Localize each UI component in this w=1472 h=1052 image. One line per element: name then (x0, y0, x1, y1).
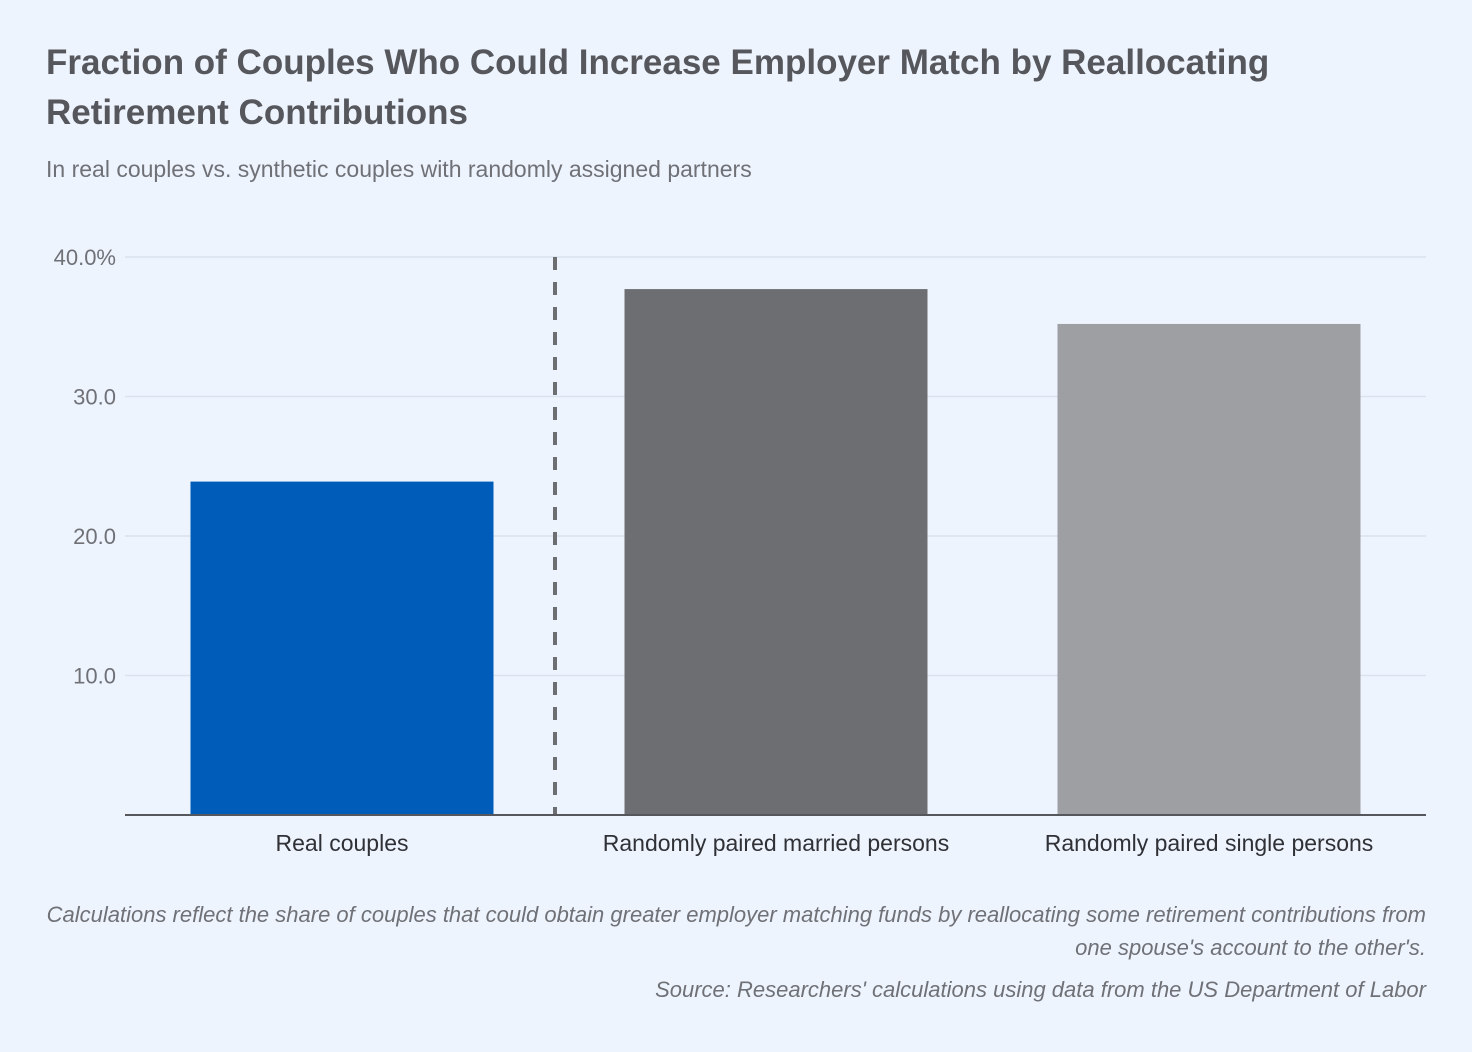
y-tick-label: 40.0% (54, 245, 116, 270)
bar-chart: 10.0 20.0 30.0 40.0% Real couples Randomly pa… (54, 245, 1426, 856)
source-note: Source: Researchers' calculations using … (655, 977, 1426, 1002)
bar-3 (1057, 323, 1361, 815)
x-category-label: Real couples (276, 830, 409, 856)
bar-2 (624, 289, 928, 816)
x-category-label: Randomly paired single persons (1045, 830, 1374, 856)
y-tick-label: 30.0 (73, 385, 116, 410)
y-tick-label: 20.0 (73, 524, 116, 549)
chart-subtitle: In real couples vs. synthetic couples wi… (46, 156, 752, 182)
bar-1 (190, 481, 494, 815)
calculation-note: Calculations reflect the share of couple… (46, 902, 1426, 960)
y-tick-label: 10.0 (73, 664, 116, 689)
x-category-label: Randomly paired married persons (603, 830, 949, 856)
chart-title: Fraction of Couples Who Could Increase E… (46, 43, 1270, 132)
